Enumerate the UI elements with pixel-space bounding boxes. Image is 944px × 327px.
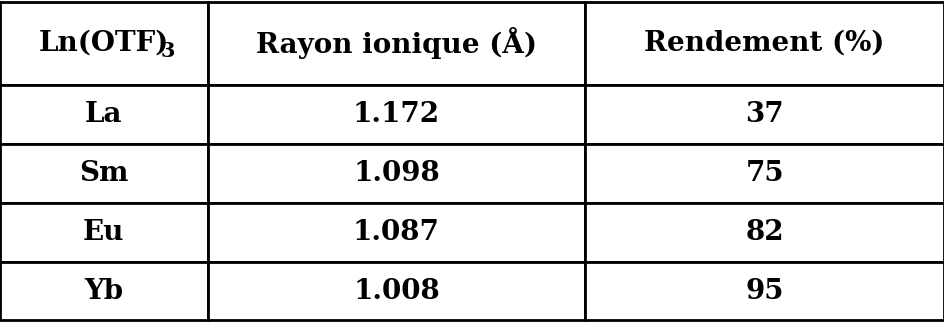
Bar — [585, 262, 944, 320]
Text: 37: 37 — [746, 101, 784, 128]
Bar — [208, 203, 585, 262]
Bar — [0, 144, 208, 203]
Bar — [0, 203, 208, 262]
Text: 82: 82 — [746, 219, 784, 246]
Bar — [585, 2, 944, 85]
Bar — [0, 85, 208, 144]
Bar — [208, 85, 585, 144]
Text: 3: 3 — [160, 41, 176, 60]
Text: 1.172: 1.172 — [353, 101, 440, 128]
Text: 1.098: 1.098 — [353, 160, 440, 187]
Bar — [0, 262, 208, 320]
Bar — [585, 203, 944, 262]
Text: Sm: Sm — [79, 160, 128, 187]
Bar — [0, 2, 208, 85]
Bar — [208, 2, 585, 85]
Bar — [585, 144, 944, 203]
Text: La: La — [85, 101, 123, 128]
Text: 1.087: 1.087 — [353, 219, 440, 246]
Text: Rayon ionique (Å): Rayon ionique (Å) — [256, 27, 537, 59]
Text: Ln(OTF): Ln(OTF) — [39, 30, 169, 57]
Text: Yb: Yb — [84, 278, 124, 304]
Text: 75: 75 — [746, 160, 784, 187]
Text: 1.008: 1.008 — [353, 278, 440, 304]
Text: Eu: Eu — [83, 219, 125, 246]
Text: 95: 95 — [746, 278, 784, 304]
Bar — [585, 85, 944, 144]
Bar — [208, 144, 585, 203]
Text: Rendement (%): Rendement (%) — [645, 30, 885, 57]
Bar — [208, 262, 585, 320]
